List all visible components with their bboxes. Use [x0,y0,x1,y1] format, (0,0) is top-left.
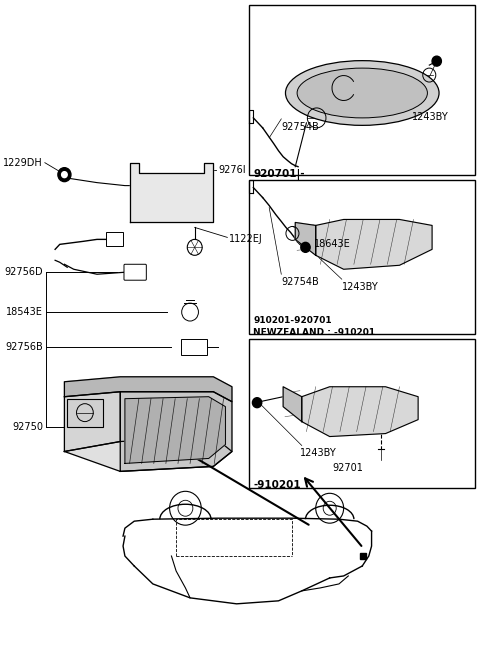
Bar [249,5,475,175]
Text: 1122EJ: 1122EJ [229,235,263,244]
Text: 18543E: 18543E [6,307,43,317]
Polygon shape [130,163,213,223]
Bar [249,179,475,334]
Polygon shape [283,387,302,422]
Text: 1243BY: 1243BY [300,449,336,459]
Text: 18643E: 18643E [323,102,360,112]
Text: 9276I: 9276I [218,165,246,175]
Text: 92756B: 92756B [5,342,43,352]
Text: 920701|-: 920701|- [253,169,305,179]
Polygon shape [316,219,432,269]
Bar [181,339,207,355]
Text: 1243BY: 1243BY [411,112,448,122]
Circle shape [432,56,442,66]
Polygon shape [295,223,316,256]
Text: 92701: 92701 [333,463,363,474]
Text: 1243BY: 1243BY [342,282,379,292]
Bar [67,399,103,426]
Ellipse shape [286,60,439,125]
Text: -910201: -910201 [253,480,301,490]
Polygon shape [64,377,232,401]
Bar [106,233,123,246]
Circle shape [58,168,71,181]
Circle shape [61,171,67,177]
Text: 92750: 92750 [12,422,43,432]
Text: 92754B: 92754B [281,277,319,287]
Polygon shape [64,392,120,451]
Circle shape [301,242,310,252]
Text: NEWZEALAND : -910201: NEWZEALAND : -910201 [253,328,375,337]
Text: 18643E: 18643E [314,239,350,250]
Polygon shape [125,397,226,463]
Circle shape [252,397,262,407]
FancyBboxPatch shape [124,264,146,280]
Ellipse shape [297,68,427,118]
Bar [249,339,475,488]
Polygon shape [302,387,418,436]
Text: 92754B: 92754B [281,122,319,132]
Polygon shape [120,392,232,471]
Text: 1229DH: 1229DH [3,158,43,168]
Polygon shape [64,436,232,471]
Text: 910201-920701: 910201-920701 [253,316,332,325]
Text: 92756D: 92756D [4,267,43,277]
